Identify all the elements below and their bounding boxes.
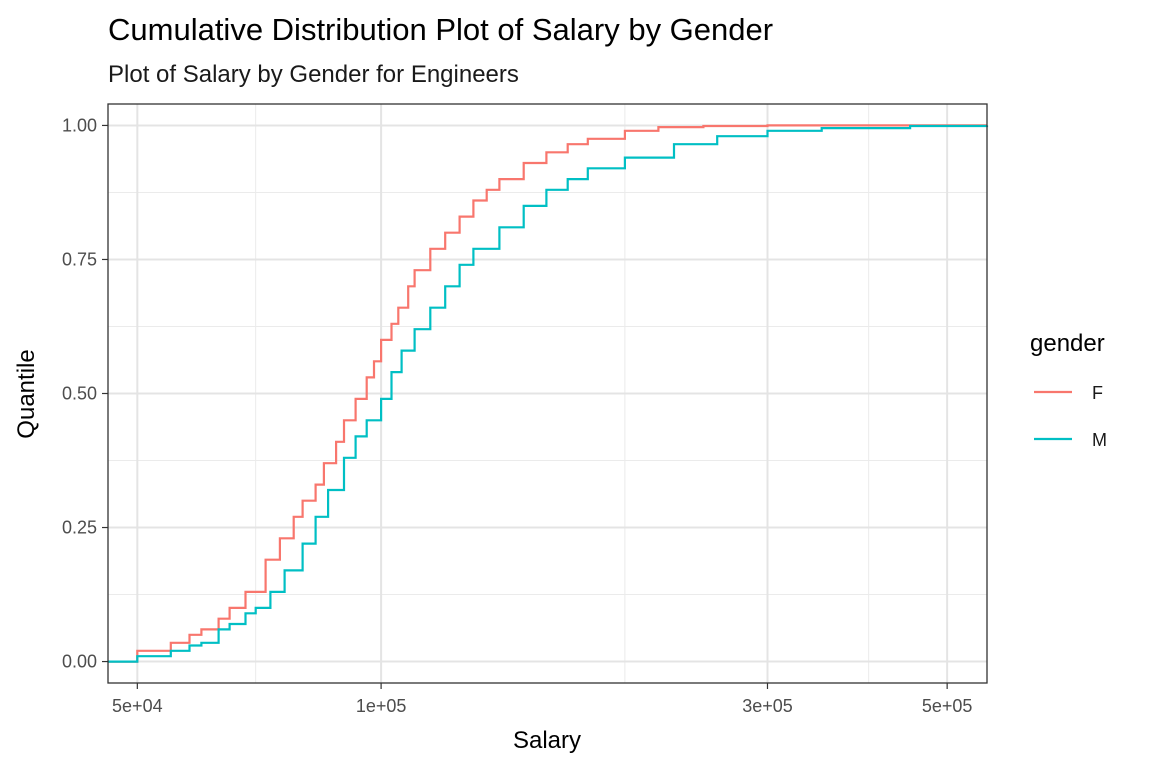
legend-title: gender: [1030, 330, 1105, 357]
legend-items: FM: [1034, 383, 1107, 450]
y-tick-label: 1.00: [62, 115, 97, 135]
plot-panel: [107, 103, 989, 684]
legend-label-F: F: [1092, 383, 1103, 403]
x-tick-label: 3e+05: [742, 696, 793, 716]
x-axis: 5e+04 1e+05 3e+05 5e+05: [112, 683, 972, 716]
x-tick-label: 5e+04: [112, 696, 163, 716]
series-line-M: [108, 124, 989, 663]
series-line-F: [108, 124, 987, 663]
x-tick-label: 5e+05: [922, 696, 973, 716]
y-tick-label: 0.00: [62, 652, 97, 672]
y-tick-label: 0.75: [62, 249, 97, 269]
y-tick-label: 0.25: [62, 518, 97, 538]
grid-major: [108, 104, 987, 683]
y-axis-title: Quantile: [13, 349, 40, 438]
x-axis-title: Salary: [513, 727, 581, 754]
legend: gender FM: [1030, 330, 1107, 450]
chart-title: Cumulative Distribution Plot of Salary b…: [108, 12, 773, 47]
x-tick-label: 1e+05: [356, 696, 407, 716]
y-axis: 0.00 0.25 0.50 0.75 1.00: [62, 115, 108, 672]
legend-label-M: M: [1092, 430, 1107, 450]
y-tick-label: 0.50: [62, 384, 97, 404]
series-layer: [108, 124, 989, 663]
chart-subtitle: Plot of Salary by Gender for Engineers: [108, 61, 519, 88]
